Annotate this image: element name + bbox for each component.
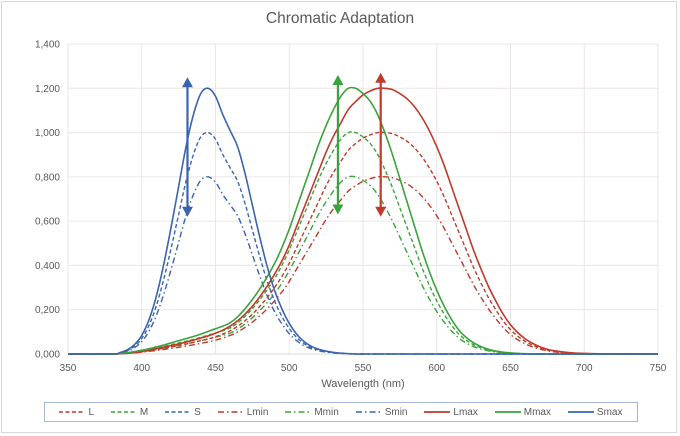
- x-tick-label: 700: [576, 363, 593, 374]
- legend-swatch: [567, 411, 594, 413]
- chart-title: Chromatic Adaptation: [265, 10, 415, 27]
- x-tick-label: 550: [355, 363, 372, 374]
- y-tick-label: 0,200: [35, 305, 60, 316]
- y-tick-label: 1,200: [35, 84, 60, 95]
- legend-item-l: L: [59, 407, 94, 418]
- adaptation-arrow-m: [332, 75, 344, 215]
- x-tick-label: 500: [281, 363, 298, 374]
- x-axis-ticks: 350 400 450 500 550 600 650 700 750: [60, 363, 667, 374]
- x-tick-label: 400: [133, 363, 150, 374]
- arrow-head-down: [181, 206, 193, 217]
- legend-label: Mmin: [314, 406, 339, 418]
- legend-label: S: [194, 406, 201, 418]
- legend-item-smax: Smax: [567, 406, 623, 418]
- legend-label: L: [88, 406, 95, 418]
- legend-label: Smax: [596, 406, 623, 418]
- plot-area: 0,000 0,200 0,400 0,600 0,800 1,000 1,200 1,400…: [35, 40, 667, 391]
- x-tick-label: 650: [502, 363, 519, 374]
- arrow-head-up: [332, 75, 344, 85]
- legend-item-mmax: Mmax: [494, 406, 551, 418]
- y-tick-label: 0,000: [35, 350, 60, 361]
- series-lines: [67, 86, 659, 355]
- x-axis-title: Wavelength (nm): [321, 378, 404, 390]
- legend-swatch: [355, 411, 382, 413]
- arrow-head-down: [332, 204, 344, 215]
- legend-label: Smin: [384, 406, 408, 418]
- y-tick-label: 0,400: [35, 261, 60, 272]
- x-tick-label: 450: [207, 363, 224, 374]
- gridlines: [67, 43, 659, 355]
- legend-swatch: [165, 411, 192, 413]
- legend-label: Lmax: [453, 406, 478, 418]
- x-tick-label: 750: [650, 363, 667, 374]
- adaptation-arrow-s: [181, 77, 193, 217]
- legend-item-lmax: Lmax: [424, 406, 478, 418]
- legend-swatch: [110, 411, 137, 413]
- legend-item-smin: Smin: [355, 406, 408, 418]
- series-line-lmax: [67, 87, 659, 355]
- x-tick-label: 350: [60, 363, 77, 374]
- legend-swatch: [494, 411, 521, 413]
- y-tick-label: 0,600: [35, 217, 60, 228]
- legend-swatch: [424, 411, 451, 413]
- legend-label: Lmin: [246, 406, 269, 418]
- legend-label: Mmax: [523, 406, 551, 418]
- y-tick-label: 0,800: [35, 172, 60, 183]
- arrow-head-up: [181, 77, 193, 88]
- series-line-l: [67, 131, 659, 355]
- legend-item-mmin: Mmin: [285, 406, 339, 418]
- y-tick-label: 1,000: [35, 128, 60, 139]
- adaptation-arrow-l: [375, 72, 387, 217]
- y-axis-ticks: 0,000 0,200 0,400 0,600 0,800 1,000 1,200 1,400: [35, 40, 60, 361]
- legend-label: M: [139, 406, 149, 418]
- arrow-head-down: [375, 206, 387, 217]
- legend-swatch: [217, 411, 244, 413]
- x-tick-label: 600: [428, 363, 445, 374]
- arrow-head-up: [375, 72, 387, 83]
- legend-item-m: M: [110, 406, 149, 418]
- legend-item-s: S: [165, 407, 201, 418]
- series-line-lmin: [67, 175, 659, 355]
- y-tick-label: 1,400: [35, 40, 60, 51]
- series-line-smax: [67, 87, 658, 355]
- legend-item-lmin: Lmin: [217, 406, 269, 418]
- legend-swatch: [285, 411, 312, 413]
- annotation-arrows: [181, 72, 387, 217]
- legend: L M S Lmin Mmin Smin Lmax Mmax Smax: [44, 402, 638, 422]
- legend-swatch: [59, 411, 86, 413]
- series-line-mmax: [67, 86, 658, 355]
